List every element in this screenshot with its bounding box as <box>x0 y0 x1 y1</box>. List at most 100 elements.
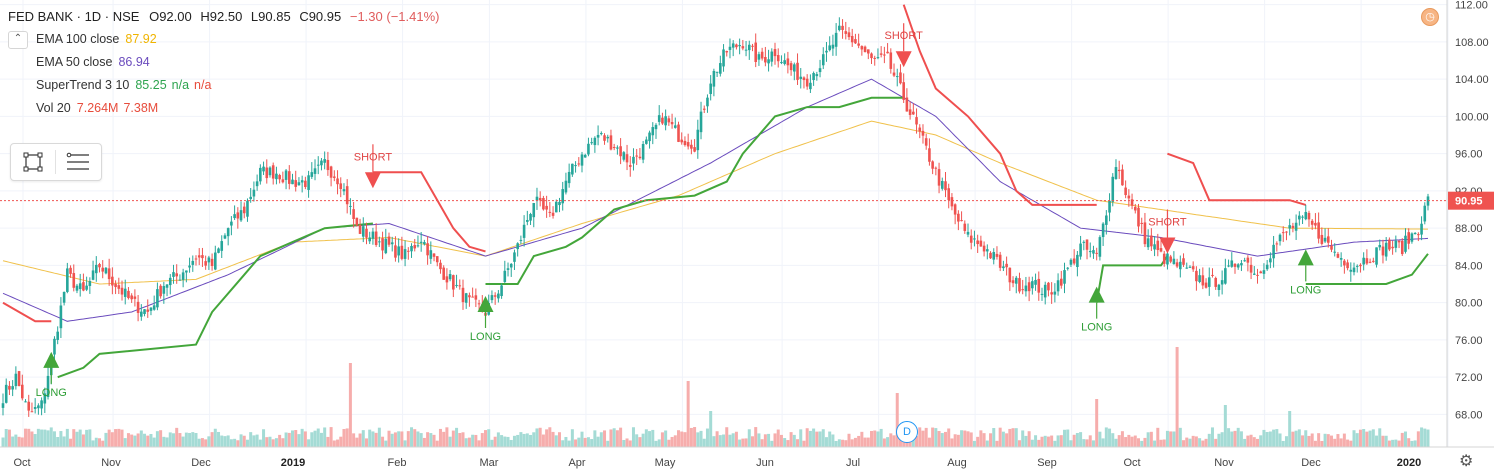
candle-body <box>413 245 417 249</box>
candle-body <box>1352 267 1356 273</box>
candle-body <box>944 181 947 191</box>
volume-bar <box>262 429 266 447</box>
volume-bar <box>844 440 848 447</box>
volume-bar <box>14 434 18 447</box>
volume-bar <box>448 436 452 447</box>
indicator-value: 7.264M <box>76 101 119 115</box>
volume-bar <box>422 437 426 447</box>
candle-body <box>612 146 616 148</box>
candle-body <box>1272 244 1275 259</box>
volume-bar <box>1304 430 1308 447</box>
candle-body <box>1375 247 1378 265</box>
volume-bar <box>458 433 462 447</box>
volume-bar <box>303 431 307 447</box>
volume-bar <box>1040 436 1044 447</box>
volume-bar <box>1194 436 1198 447</box>
candle-body <box>1024 285 1028 292</box>
candle-body <box>1082 241 1086 243</box>
volume-bar <box>419 433 423 447</box>
candle-body <box>165 284 169 288</box>
candle-body <box>757 54 761 60</box>
candle-body <box>72 273 76 288</box>
candle-body <box>973 238 976 240</box>
supertrend-segment <box>1095 255 1169 303</box>
long-signal-label: LONG <box>1081 322 1112 334</box>
volume-bar <box>824 437 828 447</box>
candle-body <box>551 212 555 216</box>
candle-body <box>722 49 725 67</box>
volume-bar <box>860 431 864 447</box>
volume-bar <box>1059 435 1063 447</box>
candle-body <box>275 173 278 180</box>
volume-bar <box>56 437 60 447</box>
volume-bar <box>992 428 996 447</box>
volume-bar <box>1120 431 1124 447</box>
alert-clock-icon[interactable]: ◷ <box>1421 8 1439 26</box>
volume-bar <box>1162 439 1166 447</box>
volume-bar <box>750 436 754 447</box>
candle-body <box>1217 284 1221 290</box>
dividend-badge[interactable]: D <box>896 421 918 443</box>
candle-body <box>342 189 346 192</box>
volume-bar <box>130 434 134 447</box>
volume-bar <box>1272 429 1276 447</box>
volume-bar <box>297 434 301 447</box>
supertrend-segment <box>2 301 52 323</box>
collapse-chevron-icon[interactable]: ⌃ <box>8 30 28 49</box>
indicator-extra-2: n/a <box>194 78 212 92</box>
volume-bar <box>950 438 954 447</box>
volume-bar <box>252 435 256 447</box>
candle-body <box>577 163 581 165</box>
volume-bar <box>107 429 111 447</box>
volume-bar <box>1034 435 1038 447</box>
volume-bar <box>773 433 777 447</box>
volume-bar <box>307 439 311 447</box>
candle-body <box>940 180 944 189</box>
time-axis-label: Oct <box>1123 457 1140 469</box>
volume-bar <box>1368 430 1372 447</box>
candle-body <box>1349 269 1353 272</box>
volume-bar <box>529 434 533 447</box>
volume-bar <box>30 431 34 447</box>
volume-bar <box>114 429 118 447</box>
volume-bar <box>963 430 967 447</box>
candle-body <box>680 139 684 143</box>
volume-bar <box>352 433 356 447</box>
volume-bar <box>1072 434 1076 447</box>
candle-body <box>265 167 269 179</box>
candle-body <box>1269 258 1272 263</box>
volume-bar <box>1214 438 1218 447</box>
candle-body <box>545 205 548 210</box>
volume-bar <box>722 434 726 447</box>
candle-body <box>242 206 246 214</box>
volume-bar <box>763 434 767 447</box>
gear-icon[interactable]: ⚙ <box>1459 453 1474 470</box>
candle-body <box>226 228 230 237</box>
volume-bar <box>934 428 938 447</box>
volume-bar <box>426 432 430 447</box>
candle-body <box>175 273 179 277</box>
long-signal-arrow-icon <box>43 351 60 368</box>
volume-bar <box>165 437 169 447</box>
volume-bar <box>1416 431 1420 447</box>
volume-bar <box>442 431 446 447</box>
time-axis-label: May <box>655 457 676 469</box>
volume-bar <box>976 436 980 447</box>
candle-body <box>435 256 439 263</box>
volume-bar <box>210 432 214 447</box>
volume-bar <box>85 429 89 447</box>
volume-bar <box>709 411 713 447</box>
indicator-value: 86.94 <box>118 55 150 69</box>
candle-body <box>339 183 343 190</box>
volume-bar <box>532 432 536 447</box>
volume-bar <box>329 427 333 447</box>
candle-body <box>895 76 899 78</box>
long-signal-label: LONG <box>36 387 67 399</box>
candle-body <box>719 63 722 74</box>
volume-bar <box>348 363 352 447</box>
settings-lines-button[interactable] <box>56 144 100 180</box>
volume-bar <box>895 393 899 447</box>
candle-body <box>661 117 664 124</box>
rectangle-tool-button[interactable] <box>11 144 55 180</box>
